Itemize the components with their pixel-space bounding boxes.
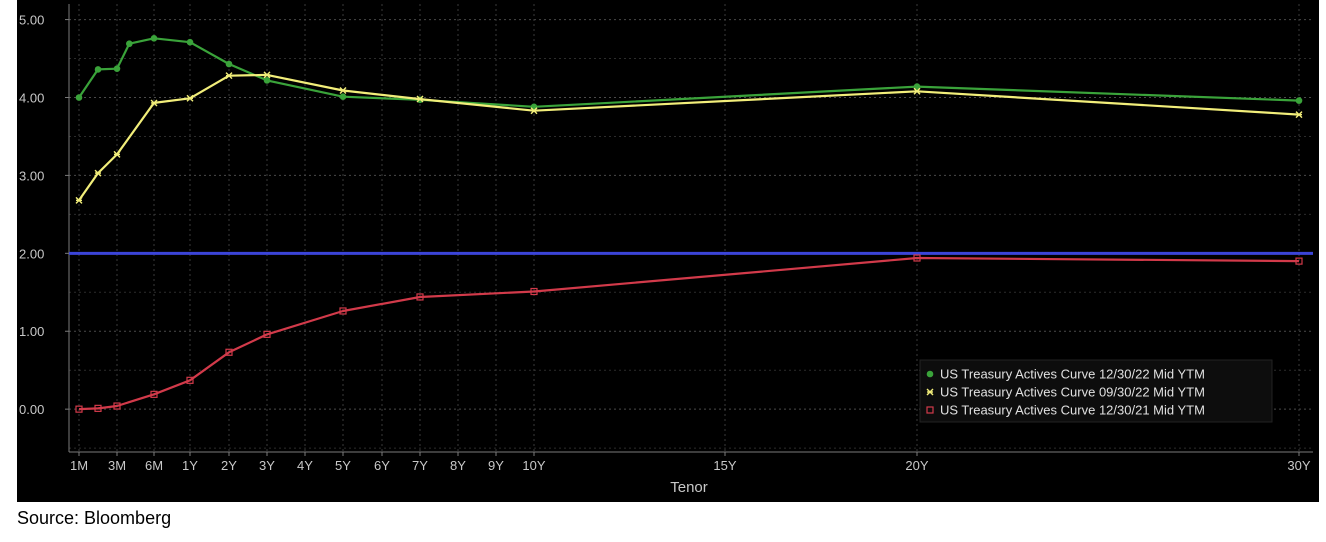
x-tick-label: 6Y — [374, 458, 390, 473]
data-point — [150, 34, 158, 42]
x-tick-label: 2Y — [221, 458, 237, 473]
data-point — [1295, 97, 1303, 104]
x-tick-label: 1Y — [182, 458, 198, 473]
data-point — [113, 402, 121, 410]
x-axis-title: Tenor — [670, 479, 708, 496]
data-point — [113, 150, 121, 158]
x-tick-label: 7Y — [412, 458, 428, 473]
data-point — [225, 348, 233, 356]
x-tick-label: 10Y — [522, 458, 545, 473]
data-point — [339, 86, 347, 94]
source-note: Source: Bloomberg — [17, 508, 172, 528]
series-12-30-22 — [75, 34, 1303, 111]
data-point — [530, 287, 538, 296]
data-point — [225, 60, 233, 68]
series-09-30-22 — [75, 71, 1303, 204]
legend-label: US Treasury Actives Curve 09/30/22 Mid Y… — [940, 385, 1205, 400]
y-tick-label: 3.00 — [19, 168, 44, 183]
series-line — [78, 37, 1300, 108]
x-tick-label: 15Y — [713, 458, 736, 473]
series-line — [78, 73, 1300, 201]
data-point — [186, 94, 194, 102]
data-point — [94, 66, 102, 73]
data-point — [75, 405, 83, 413]
chart-panel: 0.00 1.00 2.00 3.00 4.00 5.00 1M 3M 6M 1Y 2Y 3Y 4Y 5… — [17, 0, 1319, 502]
data-point — [126, 40, 133, 48]
x-axis-ticks: 1M 3M 6M 1Y 2Y 3Y 4Y 5Y 6Y 7Y 8Y 9Y 10Y 15Y 20Y 30Y — [70, 452, 1311, 473]
data-point — [530, 107, 538, 115]
x-tick-label: 5Y — [335, 458, 351, 473]
data-point — [186, 376, 194, 384]
data-point — [416, 293, 424, 301]
data-point — [1295, 257, 1303, 265]
x-tick-label: 30Y — [1287, 458, 1310, 473]
y-axis-ticks: 0.00 1.00 2.00 3.00 4.00 5.00 — [19, 13, 69, 417]
y-tick-label: 5.00 — [19, 13, 44, 28]
y-tick-label: 4.00 — [19, 90, 44, 105]
data-point — [913, 83, 921, 90]
data-point — [75, 94, 83, 101]
data-point — [339, 93, 347, 101]
x-tick-label: 8Y — [450, 458, 466, 473]
data-point — [186, 38, 194, 46]
y-tick-label: 1.00 — [19, 324, 44, 339]
y-tick-label: 2.00 — [19, 246, 44, 261]
legend-box — [919, 359, 1273, 423]
legend-label: US Treasury Actives Curve 12/30/22 Mid Y… — [940, 367, 1205, 382]
data-point — [1295, 111, 1303, 119]
data-point — [150, 390, 158, 398]
data-point — [913, 254, 921, 262]
data-point — [339, 307, 347, 315]
x-tick-label: 6M — [145, 458, 163, 473]
data-point — [150, 99, 158, 107]
data-point — [263, 71, 271, 79]
data-point — [926, 370, 934, 378]
x-tick-label: 9Y — [488, 458, 504, 473]
data-point — [926, 388, 934, 396]
legend: US Treasury Actives Curve 12/30/22 Mid Y… — [919, 359, 1273, 423]
data-point — [94, 404, 102, 412]
data-point — [113, 65, 121, 72]
y-tick-label: 0.00 — [19, 402, 44, 417]
data-point — [225, 72, 233, 80]
data-point — [263, 77, 271, 84]
legend-label: US Treasury Actives Curve 12/30/21 Mid Y… — [940, 403, 1205, 418]
data-point — [926, 406, 934, 414]
x-tick-label: 4Y — [297, 458, 313, 473]
x-tick-label: 3Y — [259, 458, 275, 473]
series-layer — [75, 34, 1303, 413]
data-point — [75, 196, 83, 204]
data-point — [263, 330, 271, 338]
data-point — [94, 169, 102, 177]
x-tick-label: 1M — [70, 458, 88, 473]
series-12-30-21 — [75, 254, 1303, 413]
data-point — [913, 87, 921, 95]
x-tick-label: 3M — [108, 458, 126, 473]
yield-curve-chart: 0.00 1.00 2.00 3.00 4.00 5.00 1M 3M 6M 1Y 2Y 3Y 4Y 5… — [19, 4, 1313, 496]
data-point — [416, 95, 424, 103]
x-tick-label: 20Y — [905, 458, 928, 473]
